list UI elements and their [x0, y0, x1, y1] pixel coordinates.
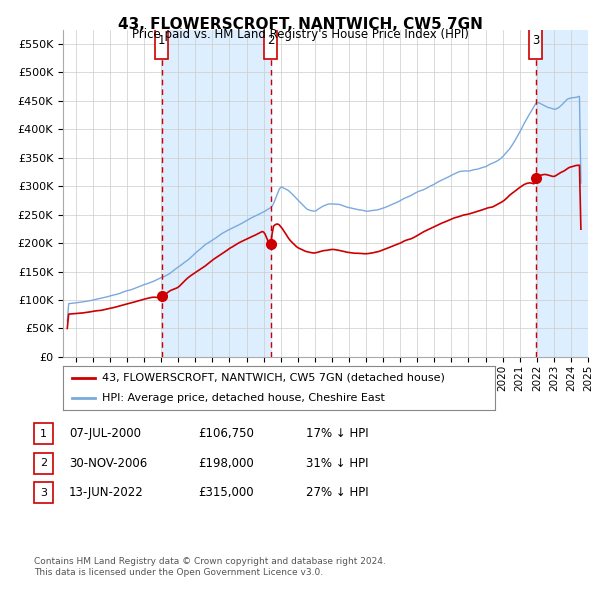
Text: This data is licensed under the Open Government Licence v3.0.: This data is licensed under the Open Gov… [34, 568, 323, 577]
Text: Price paid vs. HM Land Registry's House Price Index (HPI): Price paid vs. HM Land Registry's House … [131, 28, 469, 41]
Text: 31% ↓ HPI: 31% ↓ HPI [306, 457, 368, 470]
Text: 2: 2 [267, 34, 275, 47]
FancyBboxPatch shape [529, 23, 542, 59]
Text: 27% ↓ HPI: 27% ↓ HPI [306, 486, 368, 499]
Text: Contains HM Land Registry data © Crown copyright and database right 2024.: Contains HM Land Registry data © Crown c… [34, 558, 386, 566]
Text: 43, FLOWERSCROFT, NANTWICH, CW5 7GN: 43, FLOWERSCROFT, NANTWICH, CW5 7GN [118, 17, 482, 31]
Text: 1: 1 [40, 428, 47, 438]
FancyBboxPatch shape [155, 23, 168, 59]
Text: £198,000: £198,000 [198, 457, 254, 470]
Text: 3: 3 [40, 487, 47, 497]
Text: 13-JUN-2022: 13-JUN-2022 [69, 486, 144, 499]
Text: 1: 1 [158, 34, 165, 47]
Text: 30-NOV-2006: 30-NOV-2006 [69, 457, 147, 470]
Text: £106,750: £106,750 [198, 427, 254, 440]
Text: £315,000: £315,000 [198, 486, 254, 499]
Text: 3: 3 [532, 34, 539, 47]
FancyBboxPatch shape [264, 23, 277, 59]
Text: 2: 2 [40, 458, 47, 468]
Text: 17% ↓ HPI: 17% ↓ HPI [306, 427, 368, 440]
Bar [536, 30, 588, 357]
Text: 43, FLOWERSCROFT, NANTWICH, CW5 7GN (detached house): 43, FLOWERSCROFT, NANTWICH, CW5 7GN (det… [102, 373, 445, 383]
Text: 07-JUL-2000: 07-JUL-2000 [69, 427, 141, 440]
Text: HPI: Average price, detached house, Cheshire East: HPI: Average price, detached house, Ches… [102, 393, 385, 403]
Bar [161, 30, 271, 357]
